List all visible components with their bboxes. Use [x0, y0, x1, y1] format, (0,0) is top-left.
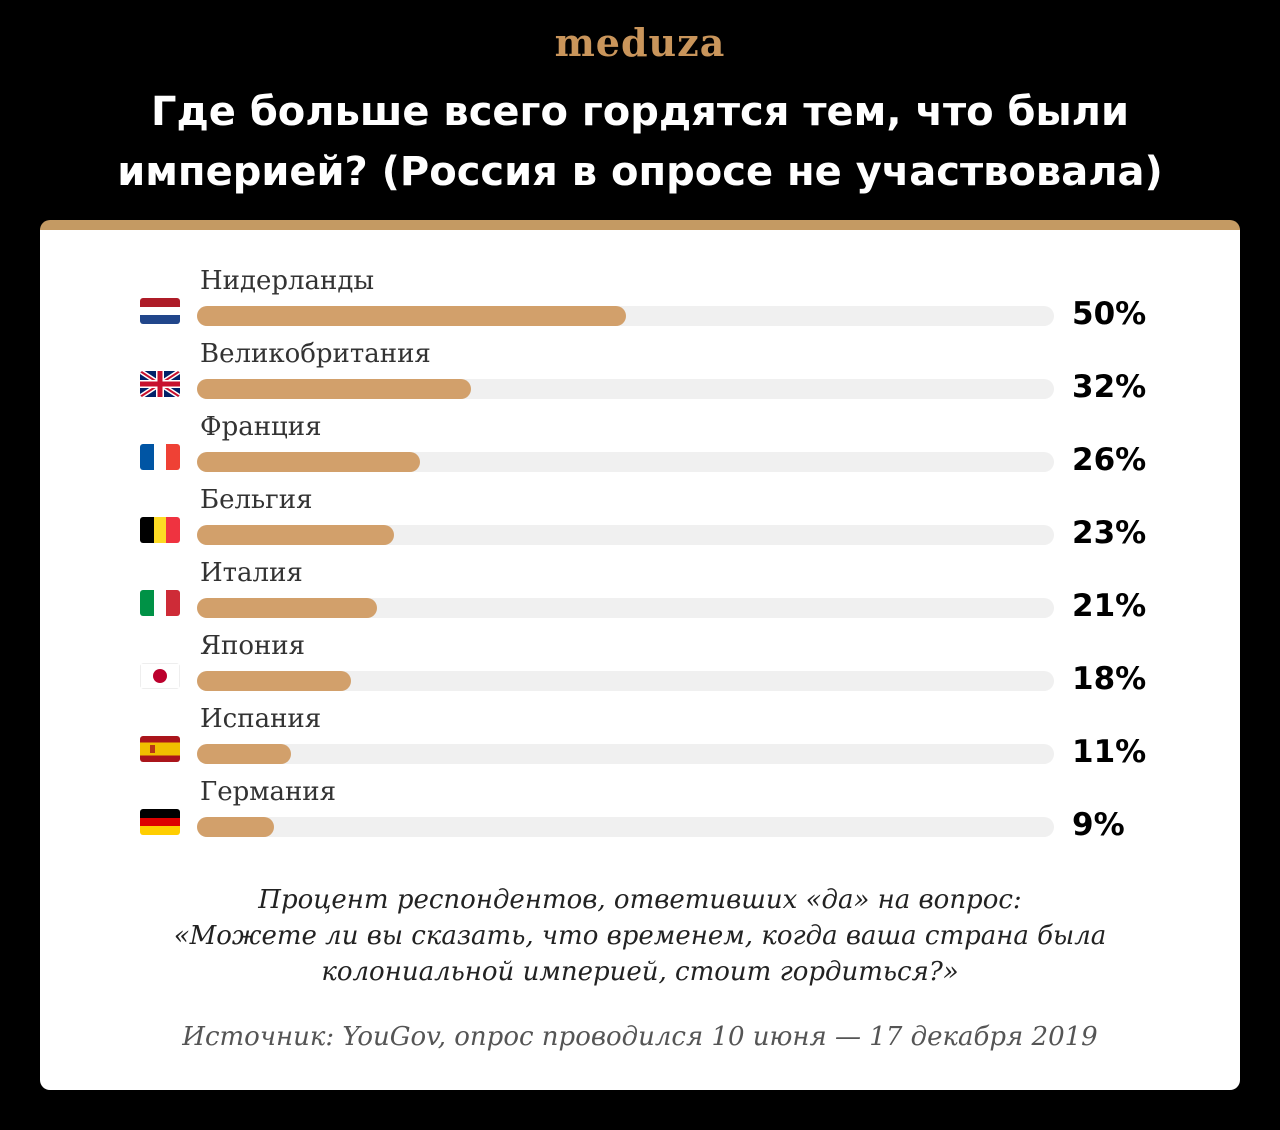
netherlands-flag-icon [140, 298, 180, 324]
bar [197, 306, 626, 326]
country-label: Нидерланды [200, 266, 375, 296]
germany-flag-icon [140, 809, 180, 835]
japan-flag-icon [140, 663, 180, 689]
bar-track [197, 671, 1054, 691]
value-label: 23% [1072, 515, 1147, 551]
spain-flag-icon [140, 736, 180, 762]
belgium-flag-icon [140, 517, 180, 543]
value-label: 32% [1072, 369, 1147, 405]
bar [197, 452, 420, 472]
chart-card: Нидерланды 50% Великобритания 32% Франция 26%… [40, 220, 1240, 1090]
bar-row: Япония 18% [40, 595, 1240, 697]
country-label: Великобритания [200, 339, 431, 369]
chart-title: Где больше всего гордятся тем, что были … [80, 82, 1200, 202]
value-label: 21% [1072, 588, 1147, 624]
meduza-logo: meduza [554, 20, 726, 65]
bar-track [197, 452, 1054, 472]
bar-track [197, 744, 1054, 764]
bar-track [197, 306, 1054, 326]
title-line-2: империей? (Россия в опросе не участвовал… [117, 149, 1163, 195]
bar [197, 598, 377, 618]
country-label: Испания [200, 704, 322, 734]
bar [197, 525, 395, 545]
bar [197, 817, 275, 837]
bar-track [197, 817, 1054, 837]
italy-flag-icon [140, 590, 180, 616]
note-line-1: Процент респондентов, ответивших «да» на… [258, 885, 1022, 915]
value-label: 18% [1072, 661, 1147, 697]
bar-row: Испания 11% [40, 668, 1240, 770]
country-label: Германия [200, 777, 337, 807]
value-label: 9% [1072, 807, 1125, 843]
country-label: Франция [200, 412, 322, 442]
country-label: Италия [200, 558, 303, 588]
bar-row: Нидерланды 50% [40, 230, 1240, 332]
bar [197, 671, 352, 691]
bar-row: Германия 9% [40, 741, 1240, 843]
bar-row: Великобритания 32% [40, 303, 1240, 405]
value-label: 50% [1072, 296, 1147, 332]
country-label: Бельгия [200, 485, 313, 515]
bar-row: Франция 26% [40, 376, 1240, 478]
bar [197, 379, 472, 399]
title-line-1: Где больше всего гордятся тем, что были [151, 89, 1129, 135]
bar-track [197, 379, 1054, 399]
value-label: 11% [1072, 734, 1147, 770]
bar-track [197, 598, 1054, 618]
bar-row: Бельгия 23% [40, 449, 1240, 551]
note-line-2: «Можете ли вы сказать, что временем, ког… [173, 921, 1107, 951]
note-line-3: колониальной империей, стоит гордиться?» [321, 957, 959, 987]
france-flag-icon [140, 444, 180, 470]
country-label: Япония [200, 631, 306, 661]
uk-flag-icon [140, 371, 180, 397]
bar-row: Италия 21% [40, 522, 1240, 624]
value-label: 26% [1072, 442, 1147, 478]
source-note: Источник: YouGov, опрос проводился 10 ию… [182, 1022, 1098, 1052]
survey-note: Процент респондентов, ответивших «да» на… [140, 882, 1140, 990]
bar-track [197, 525, 1054, 545]
bar [197, 744, 292, 764]
